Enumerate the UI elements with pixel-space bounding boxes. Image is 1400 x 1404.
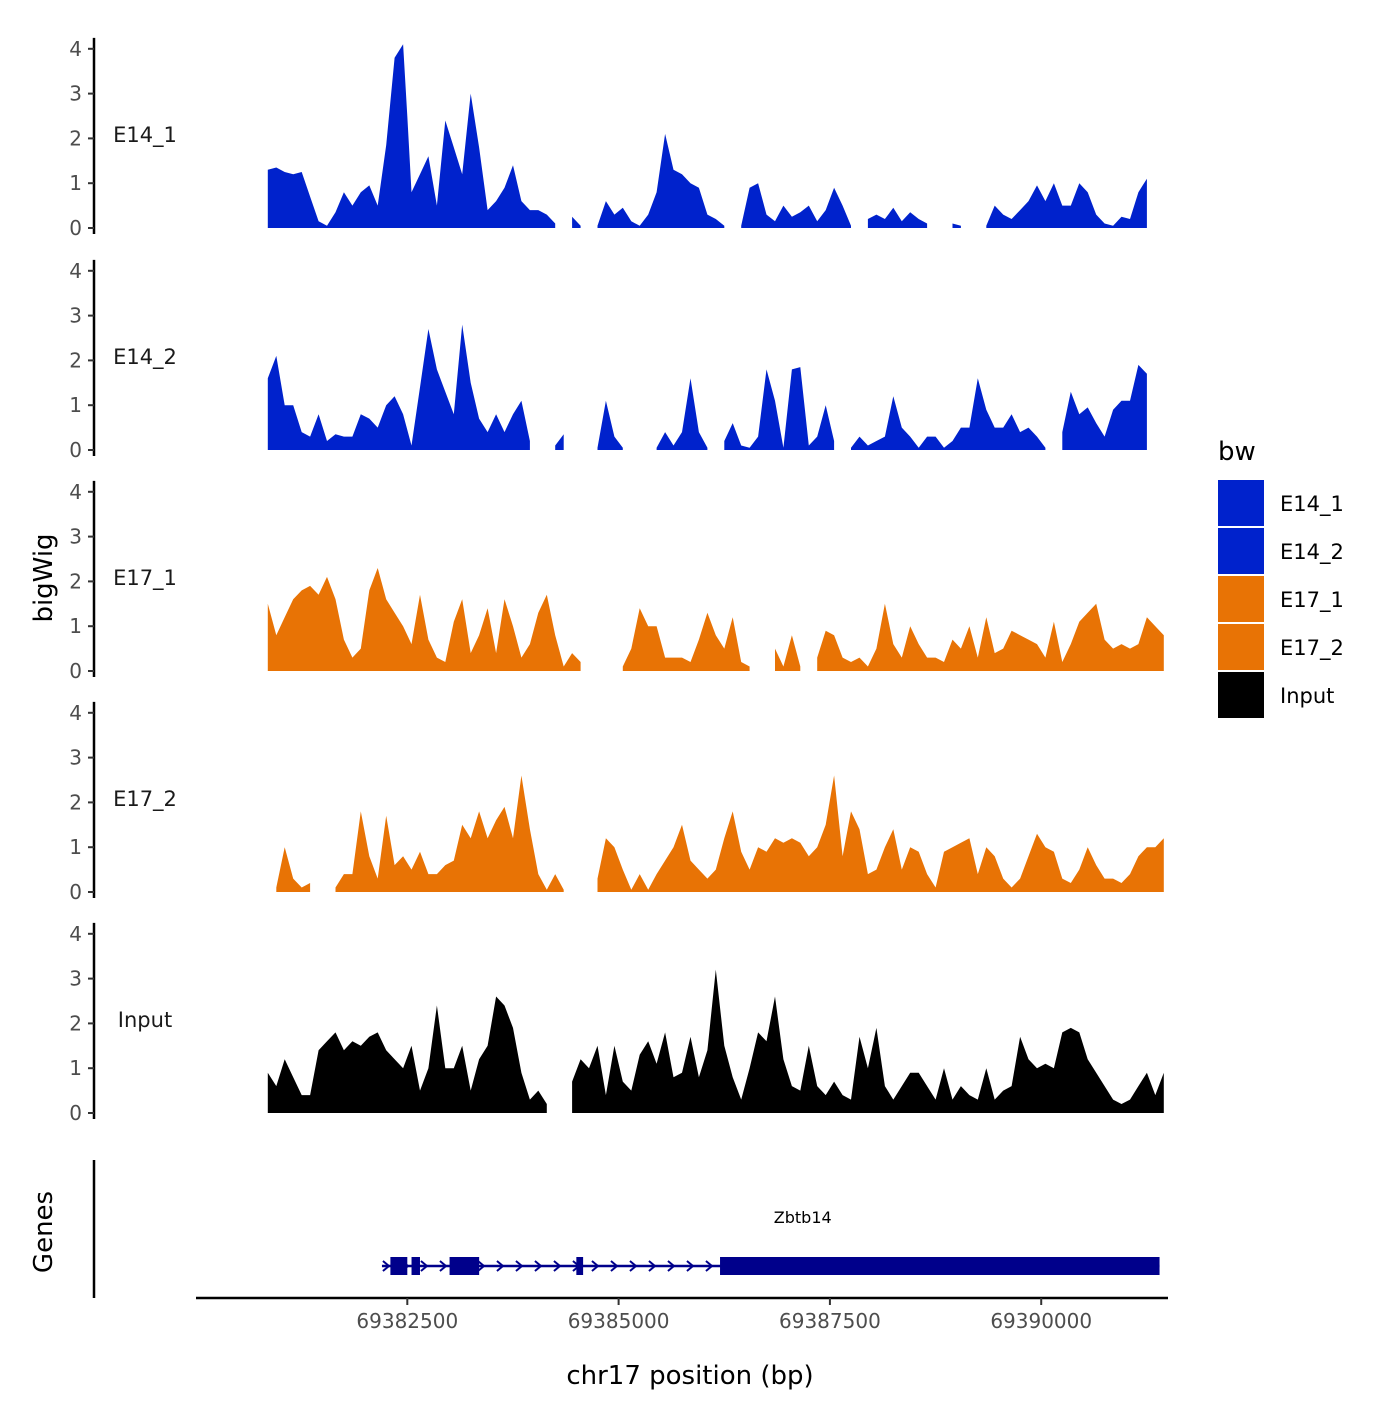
y-tick-label: 2 [69,348,82,372]
track-label: E14_2 [113,345,177,370]
y-tick-label: 3 [69,746,82,770]
coverage-area [267,324,1147,450]
legend-label: E14_2 [1280,540,1344,565]
coverage-area [276,775,1164,892]
x-axis-title: chr17 position (bp) [566,1361,813,1391]
y-tick-label: 2 [69,126,82,150]
y-axis-title: bigWig [29,533,59,622]
strand-arrow [610,1260,619,1272]
legend-swatch [1218,672,1264,718]
coverage-area [267,44,1147,228]
track-e14-2: 0 1 2 3 4 E14_2 [69,259,1147,462]
track-e17-2: 0 1 2 3 4 E17_2 [69,701,1164,904]
tracks-layer: 0 1 2 3 4 E14_1 0 1 2 3 4 E14_2 0 1 2 3 4 E17_1 0 1 2 3 4 E17_2… [69,37,1164,1125]
legend-label: E17_2 [1280,636,1344,661]
y-tick-label: 4 [69,259,82,283]
y-tick-label: 2 [69,1011,82,1035]
track-input: 0 1 2 3 4 Input [69,922,1164,1125]
y-tick-label: 2 [69,569,82,593]
y-tick-label: 1 [69,393,82,417]
legend-label: Input [1280,684,1334,708]
y-tick-label: 4 [69,701,82,725]
strand-arrow [705,1260,714,1272]
legend-item-e14-1: E14_1 [1218,480,1344,526]
track-label: E14_1 [113,123,177,148]
gene-exon [720,1257,1160,1275]
legend-label: E14_1 [1280,492,1344,517]
y-tick-label: 3 [69,304,82,328]
y-tick-label: 0 [69,216,82,240]
strand-arrow [477,1260,486,1272]
gene-panel-title: Genes [29,1191,59,1273]
legend-item-e17-2: E17_2 [1218,624,1344,670]
strand-arrow [534,1260,543,1272]
strand-arrow [686,1260,695,1272]
y-tick-label: 3 [69,525,82,549]
y-tick-label: 1 [69,171,82,195]
strand-arrow [515,1260,524,1272]
strand-arrow [496,1260,505,1272]
strand-arrow [648,1260,657,1272]
x-tick-label: 69382500 [356,1309,458,1333]
track-label: Input [118,1008,172,1032]
y-tick-label: 3 [69,967,82,991]
y-tick-label: 2 [69,790,82,814]
legend-item-e17-1: E17_1 [1218,576,1344,622]
x-tick-label: 69390000 [990,1309,1092,1333]
track-label: E17_2 [113,787,177,812]
y-tick-label: 0 [69,659,82,683]
y-tick-label: 4 [69,480,82,504]
strand-arrow [382,1260,391,1272]
x-tick-label: 69387500 [779,1309,881,1333]
legend-item-input: Input [1218,672,1334,718]
y-tick-label: 0 [69,438,82,462]
y-tick-label: 1 [69,614,82,638]
legend: bw E14_1 E14_2 E17_1 E17_2 Input [1218,437,1344,718]
legend-swatch [1218,576,1264,622]
gene-exon [390,1257,408,1275]
gene-exon [411,1257,420,1275]
coverage-area [267,969,1164,1113]
legend-swatch [1218,624,1264,670]
legend-item-e14-2: E14_2 [1218,528,1344,574]
strand-arrow [553,1260,562,1272]
gene-exon [576,1257,584,1275]
y-tick-label: 0 [69,1101,82,1125]
x-axis: chr17 position (bp) 69382500 69385000 6938… [196,1296,1168,1391]
gene-model: Zbtb14 [381,1208,1160,1275]
y-tick-label: 1 [69,1056,82,1080]
legend-swatch [1218,480,1264,526]
strand-arrow [591,1260,600,1272]
strand-arrow [629,1260,638,1272]
x-tick-label: 69385000 [568,1309,670,1333]
strand-arrow [420,1260,429,1272]
track-label: E17_1 [113,566,177,591]
y-tick-label: 4 [69,37,82,61]
track-e17-1: 0 1 2 3 4 E17_1 [69,480,1164,683]
legend-swatch [1218,528,1264,574]
gene-exon [449,1257,480,1275]
track-e14-1: 0 1 2 3 4 E14_1 [69,37,1147,240]
gene-panel: Genes Zbtb14 [29,1160,1160,1298]
y-tick-label: 1 [69,835,82,859]
coverage-area [267,568,1164,671]
y-tick-label: 3 [69,82,82,106]
legend-label: E17_1 [1280,588,1344,613]
strand-arrow [667,1260,676,1272]
gene-name-label: Zbtb14 [774,1208,832,1227]
legend-title: bw [1218,437,1256,467]
y-tick-label: 0 [69,880,82,904]
y-tick-label: 4 [69,922,82,946]
strand-arrow [439,1260,448,1272]
